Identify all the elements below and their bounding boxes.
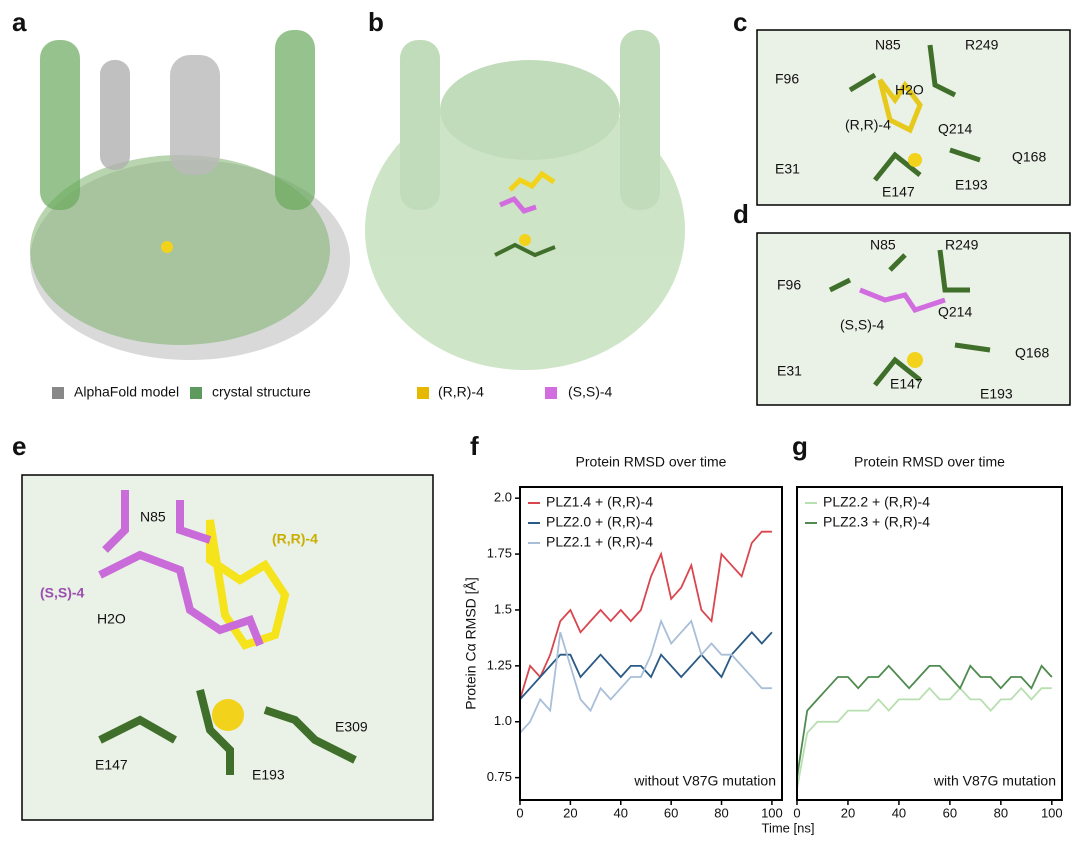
- x-tick-label: 20: [563, 805, 577, 820]
- residue-label: Q214: [938, 121, 972, 137]
- y-tick-label: 1.5: [494, 601, 512, 616]
- y-tick-label: 1.0: [494, 713, 512, 728]
- x-tick-label: 40: [614, 805, 628, 820]
- residue-label: R249: [965, 37, 999, 53]
- x-tick-label: 80: [714, 805, 728, 820]
- x-tick-label: 40: [892, 805, 906, 820]
- legend-label: PLZ2.3 + (R,R)-4: [823, 514, 930, 530]
- residue-label: E147: [95, 757, 128, 773]
- panel-label: f: [470, 431, 479, 461]
- legend-label: (S,S)-4: [568, 384, 613, 400]
- plot-frame: [796, 486, 1063, 801]
- legend-swatch: [52, 387, 64, 399]
- legend-label: crystal structure: [212, 384, 311, 400]
- data-line: [796, 664, 1053, 778]
- y-tick-label: 0.75: [487, 769, 512, 784]
- panel-label: c: [733, 7, 747, 37]
- panel-label: b: [368, 7, 384, 37]
- residue-label: E147: [890, 376, 923, 392]
- panel-label: a: [12, 7, 27, 37]
- legend-label: (R,R)-4: [438, 384, 484, 400]
- annotation: with V87G mutation: [933, 773, 1056, 789]
- residue-label: Q168: [1015, 345, 1049, 361]
- data-line: [519, 530, 772, 700]
- structure-b: [365, 30, 685, 370]
- residue-label: R249: [945, 237, 979, 253]
- residue-label: F96: [777, 277, 801, 293]
- legend-swatch: [417, 387, 429, 399]
- residue-label: N85: [875, 37, 901, 53]
- residue-label: H2O: [895, 82, 924, 98]
- x-tick-label: 0: [516, 805, 523, 820]
- chart-title: Protein RMSD over time: [854, 454, 1005, 470]
- x-axis-label: Time [ns]: [762, 820, 815, 835]
- x-tick-label: 0: [793, 805, 800, 820]
- residue-label: H2O: [97, 611, 126, 627]
- panel-label: d: [733, 199, 749, 229]
- plot-frame: [519, 486, 783, 801]
- data-line: [519, 618, 772, 734]
- residue-label: (S,S)-4: [840, 317, 885, 333]
- residue-label: E309: [335, 719, 368, 735]
- residue-label: E147: [882, 184, 915, 200]
- residue-label: N85: [140, 509, 166, 525]
- residue-label: Q214: [938, 304, 972, 320]
- y-tick-label: 1.75: [487, 546, 512, 561]
- residue-label: N85: [870, 237, 896, 253]
- y-tick-label: 1.25: [487, 657, 512, 672]
- residue-label: E193: [252, 767, 285, 783]
- residue-label: F96: [775, 71, 799, 87]
- residue-label: E31: [775, 161, 800, 177]
- annotation: without V87G mutation: [633, 773, 776, 789]
- y-axis-label: Protein Cα RMSD [Å]: [463, 577, 479, 710]
- legend-swatch: [545, 387, 557, 399]
- structure-a: [30, 30, 350, 360]
- legend-swatch: [190, 387, 202, 399]
- x-tick-label: 80: [994, 805, 1008, 820]
- x-tick-label: 100: [1041, 805, 1063, 820]
- residue-label: (R,R)-4: [845, 117, 891, 133]
- x-tick-label: 60: [664, 805, 678, 820]
- residue-label: (R,R)-4: [272, 531, 318, 547]
- legend-label: PLZ2.0 + (R,R)-4: [546, 514, 653, 530]
- legend-label: AlphaFold model: [74, 384, 179, 400]
- data-line: [519, 630, 773, 701]
- residue-label: Q168: [1012, 149, 1046, 165]
- legend-label: PLZ1.4 + (R,R)-4: [546, 494, 653, 510]
- legend-label: PLZ2.2 + (R,R)-4: [823, 494, 930, 510]
- panel-label: g: [792, 431, 808, 461]
- data-line: [796, 686, 1052, 789]
- residue-label: (S,S)-4: [40, 585, 85, 601]
- chart-title: Protein RMSD over time: [576, 454, 727, 470]
- panel-label: e: [12, 431, 26, 461]
- legend-label: PLZ2.1 + (R,R)-4: [546, 534, 653, 550]
- residue-label: E193: [955, 177, 988, 193]
- x-tick-label: 100: [761, 805, 783, 820]
- x-tick-label: 20: [841, 805, 855, 820]
- y-tick-label: 2.0: [494, 490, 512, 505]
- residue-label: E31: [777, 363, 802, 379]
- residue-label: E193: [980, 386, 1013, 402]
- x-tick-label: 60: [943, 805, 957, 820]
